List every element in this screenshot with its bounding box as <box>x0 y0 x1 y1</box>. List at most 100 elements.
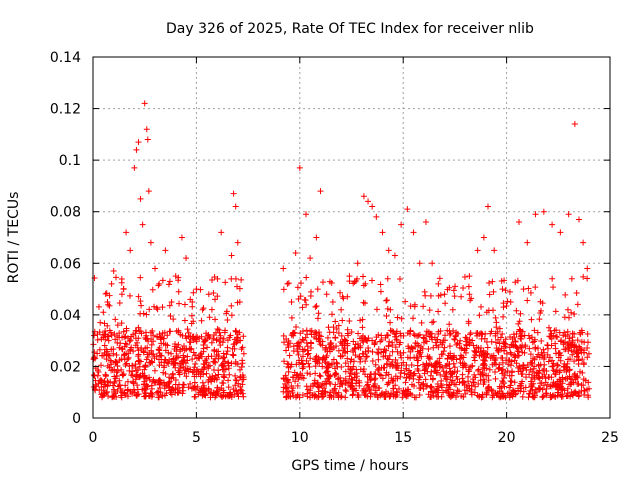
data-point <box>535 361 542 368</box>
y-tick-label: 0.04 <box>50 308 81 324</box>
data-point-peak <box>338 306 345 313</box>
data-point-peak <box>110 268 117 275</box>
data-point <box>106 364 113 371</box>
data-point <box>536 354 543 361</box>
data-point <box>350 363 357 370</box>
data-point <box>179 384 186 391</box>
data-point <box>427 292 434 299</box>
data-point <box>569 392 576 399</box>
data-point <box>332 381 339 388</box>
data-point <box>580 376 587 383</box>
data-point <box>112 358 119 365</box>
data-point <box>476 312 483 319</box>
data-point <box>369 357 376 364</box>
data-point <box>106 292 113 299</box>
data-point <box>403 365 410 372</box>
data-point <box>407 303 414 310</box>
data-point <box>239 390 246 397</box>
data-point <box>443 362 450 369</box>
data-point <box>173 355 180 362</box>
data-point <box>571 342 578 349</box>
data-point <box>538 338 545 345</box>
data-point <box>182 360 189 367</box>
data-point <box>240 393 247 400</box>
data-point <box>166 302 173 309</box>
data-point <box>446 284 453 291</box>
data-point <box>361 300 368 307</box>
data-point <box>233 328 240 335</box>
data-point <box>415 367 422 374</box>
data-point <box>535 374 542 381</box>
data-point <box>509 341 516 348</box>
data-point <box>105 379 112 386</box>
data-point <box>552 333 559 340</box>
data-point <box>157 389 164 396</box>
data-point <box>183 373 190 380</box>
data-point <box>326 379 333 386</box>
data-point <box>407 355 414 362</box>
data-point <box>402 379 409 386</box>
data-point <box>369 277 376 284</box>
data-point <box>452 333 459 340</box>
data-point <box>378 364 385 371</box>
data-point <box>507 392 514 399</box>
data-point <box>507 378 514 385</box>
data-point <box>196 335 203 342</box>
data-point <box>375 367 382 374</box>
data-point <box>175 274 182 281</box>
data-point <box>442 332 449 339</box>
data-point-peak <box>135 139 142 146</box>
data-point <box>319 342 326 349</box>
data-point <box>574 337 581 344</box>
data-point <box>526 371 533 378</box>
data-point <box>470 342 477 349</box>
data-point <box>442 387 449 394</box>
data-point <box>503 302 510 309</box>
data-point <box>477 330 484 337</box>
data-point-peak <box>152 265 159 272</box>
data-point <box>382 334 389 341</box>
data-point <box>288 314 295 321</box>
data-point <box>237 386 244 393</box>
data-point <box>228 302 235 309</box>
data-point <box>141 387 148 394</box>
data-point <box>375 356 382 363</box>
data-point <box>325 375 332 382</box>
data-point <box>367 390 374 397</box>
data-point <box>454 376 461 383</box>
data-point <box>562 346 569 353</box>
data-point <box>554 361 561 368</box>
data-point <box>353 380 360 387</box>
data-point <box>206 362 213 369</box>
data-point <box>101 390 108 397</box>
data-point <box>187 339 194 346</box>
data-point <box>574 390 581 397</box>
data-point-peak <box>183 255 190 262</box>
data-point <box>430 318 437 325</box>
data-point-peak <box>584 265 591 272</box>
data-point <box>162 392 169 399</box>
data-point-peak <box>296 164 303 171</box>
data-point <box>535 384 542 391</box>
data-point <box>120 286 127 293</box>
data-point <box>161 382 168 389</box>
data-point-peak <box>385 247 392 254</box>
data-point <box>280 376 287 383</box>
data-point-peak <box>162 247 169 254</box>
data-point <box>486 366 493 373</box>
data-point-peak <box>429 260 436 267</box>
data-point <box>524 361 531 368</box>
data-point <box>466 291 473 298</box>
data-point <box>285 280 292 287</box>
data-point <box>359 324 366 331</box>
data-point <box>437 371 444 378</box>
data-point <box>492 369 499 376</box>
data-point <box>110 382 117 389</box>
data-point <box>485 372 492 379</box>
data-point <box>536 370 543 377</box>
data-point <box>371 376 378 383</box>
data-point <box>116 344 123 351</box>
data-point <box>239 381 246 388</box>
data-point <box>355 330 362 337</box>
data-point <box>322 378 329 385</box>
